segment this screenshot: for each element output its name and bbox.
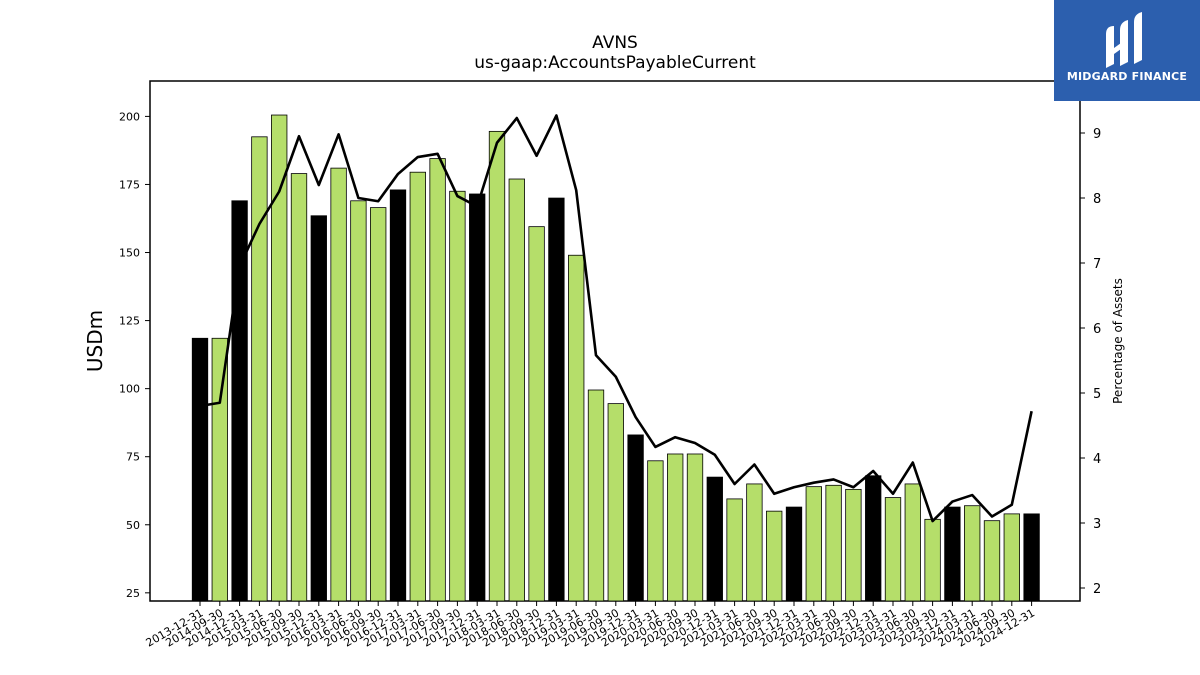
bar	[370, 207, 387, 602]
bar	[706, 476, 723, 602]
bar	[686, 453, 704, 602]
bar	[904, 483, 921, 602]
bar	[488, 130, 506, 602]
bar	[884, 497, 902, 602]
bar	[389, 189, 407, 602]
bar	[548, 197, 565, 602]
bar	[508, 178, 525, 602]
bar	[766, 510, 783, 602]
bar	[607, 403, 624, 602]
y2-tick-label: 9	[1093, 127, 1101, 142]
chart-title: AVNS	[592, 33, 638, 53]
y2-tick-label: 5	[1093, 387, 1101, 402]
y-axis-label: USDm	[83, 310, 107, 372]
bar-series	[191, 114, 1040, 602]
line-series	[199, 114, 1033, 523]
logo-text: MIDGARD FINANCE	[1066, 70, 1188, 83]
bar	[211, 337, 228, 602]
y2-tick-label: 4	[1093, 452, 1101, 467]
bar	[251, 136, 268, 602]
bar	[667, 453, 684, 602]
y2-tick-label: 6	[1093, 322, 1101, 337]
bar	[191, 337, 209, 602]
bar	[310, 215, 327, 602]
chart-subtitle: us-gaap:AccountsPayableCurrent	[474, 53, 756, 73]
bar	[627, 434, 644, 602]
bar	[865, 475, 882, 602]
bar	[449, 190, 466, 602]
bar	[587, 389, 605, 602]
midgard-finance-logo: MIDGARD FINANCE	[1054, 0, 1200, 101]
y2-tick-label: 3	[1093, 517, 1101, 532]
y-tick-label: 200	[119, 110, 140, 123]
y-tick-label: 150	[119, 247, 140, 260]
y-axis-right: 2 3 4 5 6 7 8 9	[1080, 127, 1101, 597]
y-tick-label: 50	[126, 519, 140, 532]
bar	[726, 498, 743, 602]
bar	[825, 484, 842, 602]
bar	[350, 200, 367, 602]
bar	[845, 488, 862, 602]
y2-tick-label: 8	[1093, 192, 1101, 207]
bar	[746, 483, 763, 602]
y2-axis-label: Percentage of Assets	[1111, 278, 1125, 404]
bar	[1003, 513, 1020, 602]
y-tick-label: 125	[119, 315, 140, 328]
y-tick-label: 100	[119, 383, 140, 396]
bar	[805, 486, 822, 602]
midgard-logo-icon	[1106, 12, 1142, 68]
bar	[964, 505, 981, 602]
bar	[469, 193, 486, 602]
bar	[983, 520, 1001, 602]
y2-tick-label: 7	[1093, 257, 1101, 272]
percentage-line	[199, 114, 1033, 523]
bar	[1023, 513, 1040, 602]
bar	[528, 226, 545, 602]
y-tick-label: 175	[119, 178, 140, 191]
bar	[429, 158, 446, 602]
y-axis-left: 25 50 75 100 125 150 175 200	[119, 110, 150, 600]
bar	[647, 460, 664, 602]
bar	[409, 171, 426, 602]
bar	[330, 167, 347, 602]
bar	[568, 254, 585, 602]
y2-tick-label: 2	[1093, 582, 1101, 597]
y-tick-label: 25	[126, 587, 140, 600]
bar	[231, 200, 248, 602]
bar	[924, 518, 941, 602]
bar	[290, 173, 308, 602]
y-tick-label: 75	[126, 451, 140, 464]
bar	[944, 506, 961, 602]
bar	[785, 506, 803, 602]
x-axis: 2013-12-312014-09-302014-12-312015-03-31…	[144, 601, 1037, 650]
